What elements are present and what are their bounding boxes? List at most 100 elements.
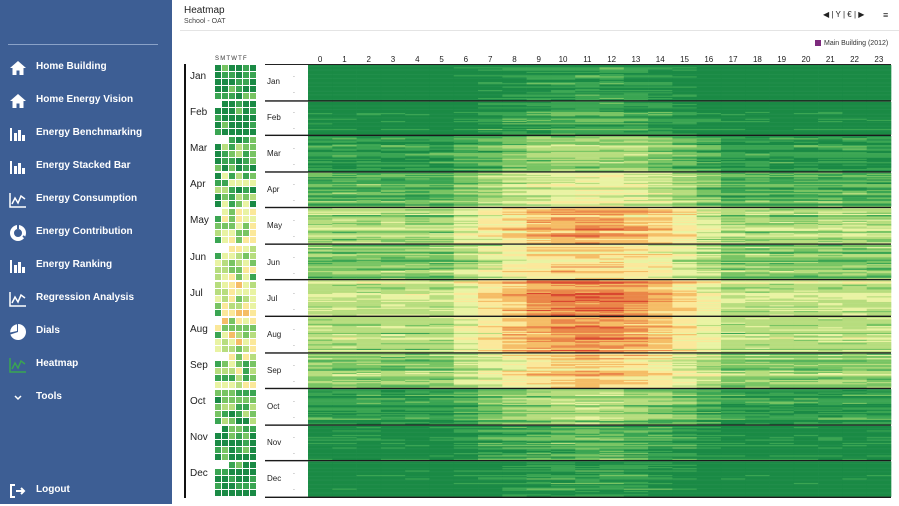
calendar-day-cell[interactable] (236, 158, 242, 164)
calendar-day-cell[interactable] (243, 253, 249, 259)
calendar-day-cell[interactable] (229, 101, 235, 107)
calendar-day-cell[interactable] (215, 274, 221, 280)
calendar-day-cell[interactable] (215, 72, 221, 78)
sidebar-item-energy-stacked-bar[interactable]: Energy Stacked Bar (0, 152, 172, 182)
calendar-day-cell[interactable] (243, 289, 249, 295)
calendar-day-cell[interactable] (236, 173, 242, 179)
calendar-day-cell[interactable] (215, 260, 221, 266)
calendar-day-cell[interactable] (243, 418, 249, 424)
calendar-day-cell[interactable] (215, 158, 221, 164)
calendar-day-cell[interactable] (243, 223, 249, 229)
calendar-day-cell[interactable] (250, 282, 256, 288)
calendar-day-cell[interactable] (229, 165, 235, 171)
calendar-day-cell[interactable] (250, 201, 256, 207)
sidebar-item-home-energy-vision[interactable]: Home Energy Vision (0, 86, 172, 116)
calendar-day-cell[interactable] (222, 274, 228, 280)
calendar-day-cell[interactable] (229, 151, 235, 157)
calendar-day-cell[interactable] (236, 462, 242, 468)
calendar-day-cell[interactable] (250, 289, 256, 295)
calendar-day-cell[interactable] (236, 267, 242, 273)
calendar-day-cell[interactable] (243, 303, 249, 309)
calendar-day-cell[interactable] (222, 411, 228, 417)
calendar-day-cell[interactable] (243, 361, 249, 367)
prev-arrow-icon[interactable]: ◀ (823, 10, 829, 19)
calendar-day-cell[interactable] (243, 447, 249, 453)
year-toggle-button[interactable]: Y (836, 10, 841, 19)
calendar-day-cell[interactable] (250, 122, 256, 128)
calendar-day-cell[interactable] (215, 433, 221, 439)
calendar-day-cell[interactable] (250, 411, 256, 417)
calendar-day-cell[interactable] (215, 144, 221, 150)
calendar-day-cell[interactable] (243, 426, 249, 432)
calendar-day-cell[interactable] (215, 346, 221, 352)
calendar-day-cell[interactable] (236, 375, 242, 381)
calendar-day-cell[interactable] (236, 260, 242, 266)
calendar-day-cell[interactable] (222, 165, 228, 171)
sidebar-item-energy-contribution[interactable]: Energy Contribution (0, 218, 172, 248)
calendar-day-cell[interactable] (250, 454, 256, 460)
calendar-day-cell[interactable] (250, 173, 256, 179)
calendar-day-cell[interactable] (250, 476, 256, 482)
calendar-day-cell[interactable] (222, 310, 228, 316)
calendar-day-cell[interactable] (215, 93, 221, 99)
calendar-day-cell[interactable] (250, 137, 256, 143)
calendar-day-cell[interactable] (222, 368, 228, 374)
calendar-day-cell[interactable] (243, 282, 249, 288)
calendar-day-cell[interactable] (250, 426, 256, 432)
calendar-day-cell[interactable] (243, 462, 249, 468)
calendar-day-cell[interactable] (229, 303, 235, 309)
calendar-day-cell[interactable] (229, 93, 235, 99)
calendar-day-cell[interactable] (250, 346, 256, 352)
calendar-day-cell[interactable] (236, 72, 242, 78)
calendar-day-cell[interactable] (215, 230, 221, 236)
calendar-day-cell[interactable] (229, 332, 235, 338)
calendar-day-cell[interactable] (222, 433, 228, 439)
calendar-day-cell[interactable] (222, 483, 228, 489)
calendar-day-cell[interactable] (229, 411, 235, 417)
next-arrow-icon[interactable]: ▶ (858, 10, 864, 19)
calendar-day-cell[interactable] (229, 390, 235, 396)
calendar-day-cell[interactable] (229, 440, 235, 446)
calendar-day-cell[interactable] (215, 483, 221, 489)
calendar-day-cell[interactable] (222, 361, 228, 367)
calendar-day-cell[interactable] (243, 404, 249, 410)
calendar-day-cell[interactable] (243, 346, 249, 352)
calendar-day-cell[interactable] (243, 375, 249, 381)
calendar-day-cell[interactable] (236, 101, 242, 107)
calendar-day-cell[interactable] (222, 267, 228, 273)
calendar-day-cell[interactable] (215, 165, 221, 171)
calendar-day-cell[interactable] (222, 418, 228, 424)
calendar-day-cell[interactable] (250, 375, 256, 381)
calendar-day-cell[interactable] (236, 274, 242, 280)
calendar-day-cell[interactable] (229, 462, 235, 468)
calendar-day-cell[interactable] (222, 173, 228, 179)
calendar-day-cell[interactable] (236, 346, 242, 352)
calendar-day-cell[interactable] (250, 187, 256, 193)
calendar-day-cell[interactable] (215, 375, 221, 381)
calendar-day-cell[interactable] (250, 404, 256, 410)
calendar-day-cell[interactable] (229, 469, 235, 475)
calendar-day-cell[interactable] (236, 318, 242, 324)
calendar-day-cell[interactable] (236, 93, 242, 99)
calendar-day-cell[interactable] (215, 404, 221, 410)
calendar-day-cell[interactable] (229, 476, 235, 482)
calendar-day-cell[interactable] (229, 216, 235, 222)
calendar-day-cell[interactable] (222, 382, 228, 388)
calendar-day-cell[interactable] (222, 339, 228, 345)
calendar-day-cell[interactable] (250, 361, 256, 367)
calendar-day-cell[interactable] (215, 296, 221, 302)
calendar-day-cell[interactable] (243, 209, 249, 215)
calendar-day-cell[interactable] (229, 433, 235, 439)
sidebar-item-home-building[interactable]: Home Building (0, 53, 172, 83)
calendar-day-cell[interactable] (229, 289, 235, 295)
calendar-day-cell[interactable] (229, 201, 235, 207)
calendar-day-cell[interactable] (243, 230, 249, 236)
calendar-day-cell[interactable] (236, 476, 242, 482)
calendar-day-cell[interactable] (250, 447, 256, 453)
calendar-day-cell[interactable] (250, 101, 256, 107)
calendar-day-cell[interactable] (243, 151, 249, 157)
calendar-day-cell[interactable] (222, 237, 228, 243)
calendar-day-cell[interactable] (229, 310, 235, 316)
calendar-day-cell[interactable] (222, 447, 228, 453)
calendar-day-cell[interactable] (250, 490, 256, 496)
